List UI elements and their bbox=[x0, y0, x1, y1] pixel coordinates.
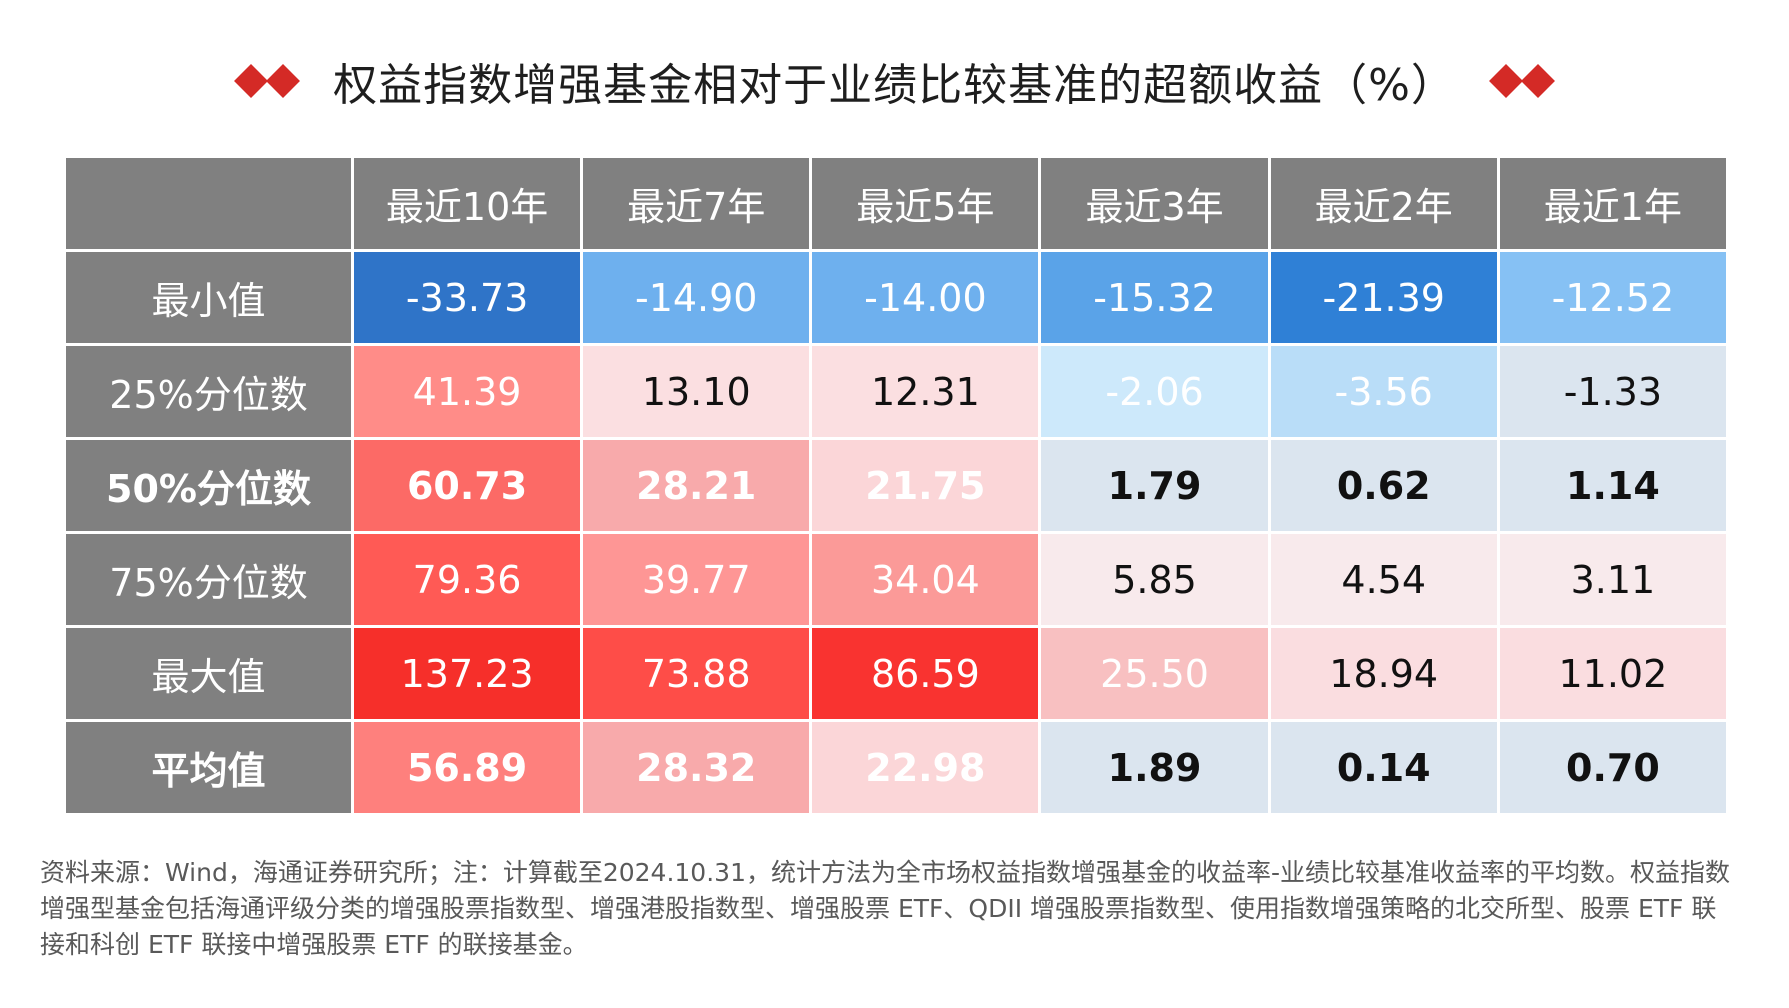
table-cell: -12.52 bbox=[1496, 249, 1730, 346]
table-cell: -2.06 bbox=[1038, 343, 1271, 440]
column-header: 最近1年 bbox=[1496, 155, 1730, 252]
column-header: 最近3年 bbox=[1038, 155, 1271, 252]
table-cell: -3.56 bbox=[1267, 343, 1500, 440]
column-header: 最近2年 bbox=[1267, 155, 1500, 252]
table-cell: 137.23 bbox=[350, 625, 584, 722]
table-cell: 5.85 bbox=[1038, 531, 1271, 628]
table-cell: 3.11 bbox=[1496, 531, 1730, 628]
table-cell: 22.98 bbox=[809, 719, 1042, 816]
table-cell: 21.75 bbox=[809, 437, 1042, 534]
row-header: 25%分位数 bbox=[63, 343, 354, 440]
table-row: 最小值 -33.73 -14.90 -14.00 -15.32 -21.39 -12.52 bbox=[63, 249, 1730, 346]
table-cell: 79.36 bbox=[350, 531, 584, 628]
title-row: 权益指数增强基金相对于业绩比较基准的超额收益（%） bbox=[0, 40, 1789, 122]
table-row: 最大值 137.23 73.88 86.59 25.50 18.94 11.02 bbox=[63, 625, 1730, 722]
table-cell: 0.62 bbox=[1267, 437, 1500, 534]
table-cell: 18.94 bbox=[1267, 625, 1500, 722]
table-cell: 0.14 bbox=[1267, 719, 1500, 816]
table-cell: 0.70 bbox=[1496, 719, 1730, 816]
table-cell: -15.32 bbox=[1038, 249, 1271, 346]
table-row: 25%分位数 41.39 13.10 12.31 -2.06 -3.56 -1.33 bbox=[63, 343, 1730, 440]
source-note: 资料来源：Wind，海通证券研究所；注：计算截至2024.10.31，统计方法为… bbox=[40, 858, 1730, 959]
table-body: 最小值 -33.73 -14.90 -14.00 -15.32 -21.39 -12.52 2… bbox=[63, 249, 1730, 816]
corner-cell bbox=[63, 155, 354, 252]
table-row: 50%分位数 60.73 28.21 21.75 1.79 0.62 1.14 bbox=[63, 437, 1730, 534]
row-header: 50%分位数 bbox=[63, 437, 354, 534]
table-cell: -14.00 bbox=[809, 249, 1042, 346]
row-header: 最大值 bbox=[63, 625, 354, 722]
column-header: 最近10年 bbox=[350, 155, 584, 252]
table-cell: 11.02 bbox=[1496, 625, 1730, 722]
table-cell: 1.89 bbox=[1038, 719, 1271, 816]
table-cell: 25.50 bbox=[1038, 625, 1271, 722]
row-header: 75%分位数 bbox=[63, 531, 354, 628]
table-cell: 1.14 bbox=[1496, 437, 1730, 534]
column-header: 最近5年 bbox=[809, 155, 1042, 252]
table-cell: -33.73 bbox=[350, 249, 584, 346]
table-cell: 73.88 bbox=[580, 625, 813, 722]
table-row: 平均值 56.89 28.32 22.98 1.89 0.14 0.70 bbox=[63, 719, 1730, 816]
table-cell: 41.39 bbox=[350, 343, 584, 440]
data-table: 最近10年 最近7年 最近5年 最近3年 最近2年 最近1年 最小值 -33.73… bbox=[63, 155, 1730, 816]
table-cell: -21.39 bbox=[1267, 249, 1500, 346]
header-row: 最近10年 最近7年 最近5年 最近3年 最近2年 最近1年 bbox=[63, 155, 1730, 252]
right-diamond-icon bbox=[1488, 64, 1555, 98]
table-row: 75%分位数 79.36 39.77 34.04 5.85 4.54 3.11 bbox=[63, 531, 1730, 628]
table-cell: 39.77 bbox=[580, 531, 813, 628]
row-header: 最小值 bbox=[63, 249, 354, 346]
table-cell: 28.32 bbox=[580, 719, 813, 816]
chart-title: 权益指数增强基金相对于业绩比较基准的超额收益（%） bbox=[333, 60, 1456, 111]
table-cell: 4.54 bbox=[1267, 531, 1500, 628]
table-cell: 28.21 bbox=[580, 437, 813, 534]
table-cell: 56.89 bbox=[350, 719, 584, 816]
table-cell: 1.79 bbox=[1038, 437, 1271, 534]
table-cell: -14.90 bbox=[580, 249, 813, 346]
table-cell: 12.31 bbox=[809, 343, 1042, 440]
table-cell: 13.10 bbox=[580, 343, 813, 440]
left-diamond-icon bbox=[234, 64, 301, 98]
column-header: 最近7年 bbox=[580, 155, 813, 252]
table-cell: -1.33 bbox=[1496, 343, 1730, 440]
table-cell: 86.59 bbox=[809, 625, 1042, 722]
row-header: 平均值 bbox=[63, 719, 354, 816]
table-cell: 34.04 bbox=[809, 531, 1042, 628]
table-cell: 60.73 bbox=[350, 437, 584, 534]
